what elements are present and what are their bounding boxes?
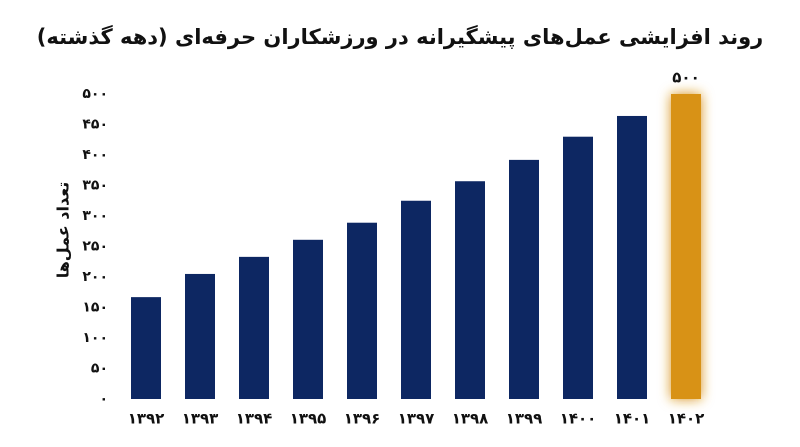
y-tick-label: ۱۰۰ (82, 330, 108, 346)
bar (509, 159, 539, 399)
y-tick-label: ۵۰ (91, 361, 108, 377)
y-tick-label: ۲۰۰ (82, 269, 108, 285)
x-tick-label: ۱۳۹۹ (506, 410, 543, 428)
x-tick-label: ۱۳۹۵ (290, 410, 327, 428)
x-tick-label: ۱۴۰۲ (668, 410, 705, 428)
y-tick-label: ۴۵۰ (82, 117, 108, 133)
y-tick-label: ۳۵۰ (82, 178, 108, 194)
chart-title: روند افزایشی عمل‌های پیشگیرانه در ورزشکا… (37, 24, 763, 49)
x-tick-label: ۱۳۹۶ (344, 410, 381, 428)
bar (239, 256, 269, 399)
bar (563, 136, 593, 399)
bar (185, 273, 215, 399)
bar (401, 200, 431, 399)
x-tick-label: ۱۴۰۰ (560, 410, 597, 428)
x-tick-label: ۱۳۹۳ (182, 410, 219, 428)
x-tick-label: ۱۴۰۱ (614, 410, 651, 428)
y-tick-label: ۱۵۰ (82, 300, 108, 316)
value-label: ۵۰۰ (672, 69, 699, 87)
y-tick-label: ۳۰۰ (82, 208, 108, 224)
bar (293, 239, 323, 399)
y-tick-label: ۴۰۰ (82, 147, 108, 163)
y-tick-label: ۵۰۰ (82, 86, 108, 102)
bar (617, 115, 647, 400)
x-tick-label: ۱۳۹۴ (236, 410, 273, 428)
bar (131, 297, 161, 399)
bar (347, 222, 377, 399)
y-tick-label: ۲۵۰ (82, 239, 108, 255)
y-tick-label: ۰ (99, 391, 108, 407)
bar (455, 181, 485, 399)
bar (671, 94, 701, 399)
x-tick-label: ۱۳۹۷ (398, 410, 435, 428)
x-tick-label: ۱۳۹۸ (452, 410, 489, 428)
x-tick-label: ۱۳۹۲ (128, 410, 165, 428)
y-axis-label: تعداد عمل‌ها (54, 182, 73, 279)
